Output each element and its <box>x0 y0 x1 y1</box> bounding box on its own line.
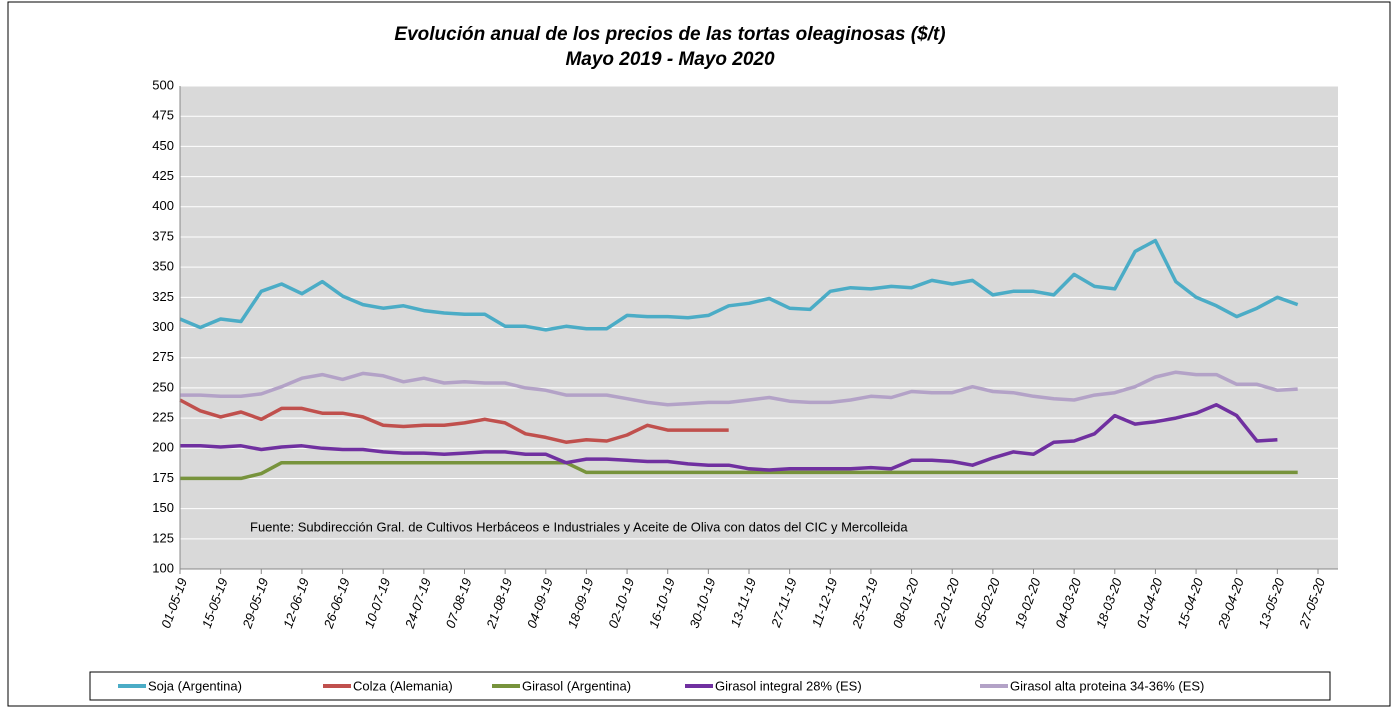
annotation: Fuente: Subdirección Gral. de Cultivos H… <box>250 519 908 534</box>
y-tick-label: 325 <box>152 289 174 304</box>
legend-label: Girasol alta proteina 34-36% (ES) <box>1010 678 1204 693</box>
y-tick-label: 175 <box>152 470 174 485</box>
legend-label: Soja (Argentina) <box>148 678 242 693</box>
legend-label: Colza (Alemania) <box>353 678 453 693</box>
y-tick-label: 100 <box>152 560 174 575</box>
y-tick-label: 250 <box>152 379 174 394</box>
y-tick-label: 150 <box>152 500 174 515</box>
y-tick-label: 375 <box>152 228 174 243</box>
chart-subtitle: Mayo 2019 - Mayo 2020 <box>565 49 775 70</box>
legend-label: Girasol (Argentina) <box>522 678 631 693</box>
y-tick-label: 300 <box>152 319 174 334</box>
y-tick-label: 400 <box>152 198 174 213</box>
y-tick-label: 125 <box>152 530 174 545</box>
series-line <box>179 238 1299 332</box>
series-line <box>179 398 729 444</box>
series-line <box>180 403 1278 472</box>
y-tick-label: 475 <box>152 108 174 123</box>
y-tick-label: 350 <box>152 259 174 274</box>
y-tick-label: 425 <box>152 168 174 183</box>
y-tick-label: 275 <box>152 349 174 364</box>
y-tick-label: 450 <box>152 138 174 153</box>
y-tick-label: 500 <box>152 77 174 92</box>
y-tick-label: 225 <box>152 410 174 425</box>
series-line <box>180 370 1298 407</box>
y-tick-label: 200 <box>152 440 174 455</box>
series-line <box>180 460 1298 481</box>
chart-title: Evolución anual de los precios de las to… <box>394 24 945 45</box>
legend-label: Girasol integral 28% (ES) <box>715 678 862 693</box>
